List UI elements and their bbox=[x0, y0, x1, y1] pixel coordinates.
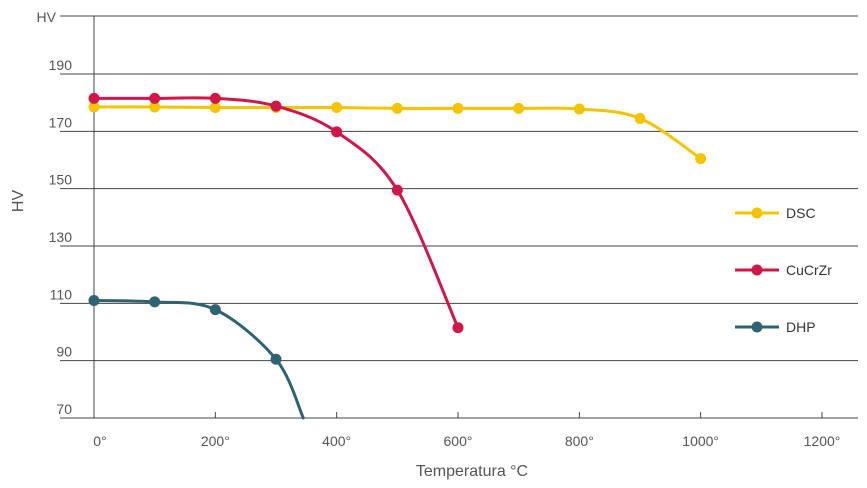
data-point-cucrzr bbox=[88, 92, 100, 104]
y-axis-top-label: HV bbox=[37, 9, 57, 25]
data-point-dsc bbox=[634, 112, 646, 124]
series-line-cucrzr bbox=[92, 96, 460, 330]
data-point-dhp bbox=[209, 304, 221, 316]
legend-swatch-marker-dhp bbox=[751, 321, 763, 333]
axis-layer: 70 90 110 130 150 170 190 0° 200° 400° 600° 800° 100… bbox=[49, 16, 858, 449]
legend-label-dsc: DSC bbox=[786, 205, 816, 221]
x-tick-label-200: 200° bbox=[201, 433, 230, 449]
data-point-cucrzr bbox=[391, 184, 403, 196]
x-tick-label-1000: 1000° bbox=[682, 433, 719, 449]
data-point-cucrzr bbox=[149, 92, 161, 104]
grid-layer bbox=[60, 15, 858, 362]
x-tick-label-400: 400° bbox=[322, 433, 351, 449]
data-point-dsc bbox=[209, 102, 221, 114]
data-point-dsc bbox=[391, 102, 403, 114]
series-layer bbox=[88, 92, 707, 420]
y-tick-label-110: 110 bbox=[50, 286, 73, 302]
y-axis-title: HV bbox=[10, 190, 27, 213]
data-point-dhp bbox=[270, 353, 282, 365]
y-tick-label-150: 150 bbox=[49, 172, 73, 188]
series-line-dsc bbox=[92, 105, 703, 161]
data-point-dsc bbox=[695, 153, 707, 165]
y-tick-label-90: 90 bbox=[56, 344, 72, 360]
data-point-dsc bbox=[573, 103, 585, 115]
x-tick-label-800: 800° bbox=[565, 433, 594, 449]
legend-swatch-marker-cucrzr bbox=[751, 264, 763, 276]
legend: DSC CuCrZr DHP bbox=[735, 205, 832, 335]
y-tick-label-130: 130 bbox=[49, 229, 73, 245]
x-axis-title: Temperatura °C bbox=[416, 463, 528, 480]
legend-swatch-marker-dsc bbox=[751, 207, 763, 219]
data-point-dhp bbox=[149, 296, 161, 308]
data-point-dsc bbox=[513, 102, 525, 114]
data-point-dsc bbox=[149, 101, 161, 113]
y-tick-label-190: 190 bbox=[49, 57, 73, 73]
data-point-cucrzr bbox=[209, 92, 221, 104]
y-tick-label-70: 70 bbox=[56, 401, 72, 417]
data-point-cucrzr bbox=[270, 100, 282, 112]
data-point-dhp bbox=[88, 294, 100, 306]
data-point-cucrzr bbox=[331, 126, 343, 138]
y-tick-label-170: 170 bbox=[49, 114, 73, 130]
x-tick-label-600: 600° bbox=[444, 433, 473, 449]
data-point-dsc bbox=[452, 102, 464, 114]
legend-label-cucrzr: CuCrZr bbox=[786, 262, 832, 278]
x-tick-label-1200: 1200° bbox=[804, 433, 841, 449]
data-point-dsc bbox=[88, 101, 100, 113]
data-point-dsc bbox=[331, 102, 343, 114]
data-point-cucrzr bbox=[452, 322, 464, 334]
x-tick-label-0: 0° bbox=[93, 433, 106, 449]
legend-label-dhp: DHP bbox=[786, 319, 816, 335]
